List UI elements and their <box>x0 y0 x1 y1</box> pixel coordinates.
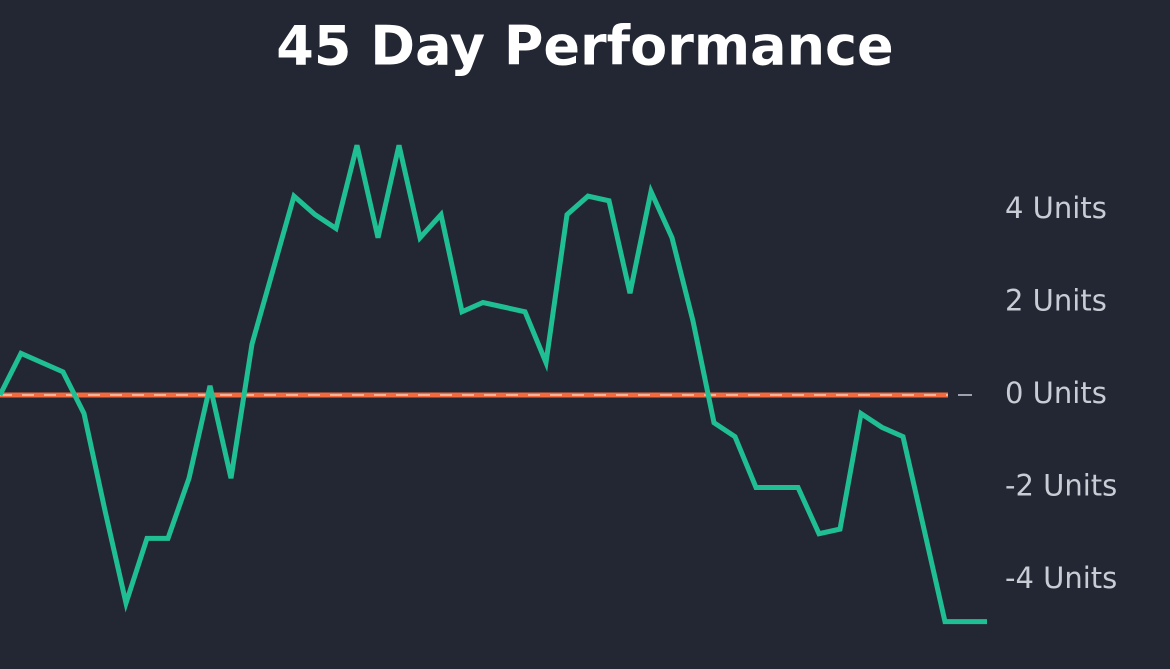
chart-title: 45 Day Performance <box>276 15 893 78</box>
y-tick-label: -2 Units <box>1005 469 1117 503</box>
y-tick-label: -4 Units <box>1005 561 1117 595</box>
y-tick-label: 0 Units <box>1005 376 1107 410</box>
y-tick-label: 2 Units <box>1005 284 1107 318</box>
y-tick-label: 4 Units <box>1005 191 1107 225</box>
line <box>0 144 987 625</box>
